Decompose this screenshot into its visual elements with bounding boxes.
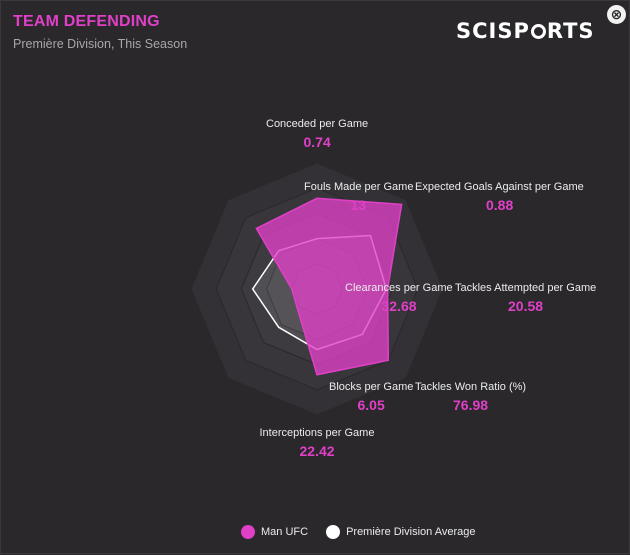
axis-value: 20.58 xyxy=(508,298,544,314)
axis-label: Interceptions per Game xyxy=(259,427,375,439)
axis-label: Blocks per Game xyxy=(329,381,414,393)
axis-label: Conceded per Game xyxy=(266,118,369,130)
axis-value: 76.98 xyxy=(453,397,489,413)
axis-label: Clearances per Game xyxy=(345,282,453,294)
legend-item-average[interactable]: Première Division Average xyxy=(326,525,475,539)
legend-swatch-team xyxy=(241,525,255,539)
axis-label: Expected Goals Against per Game xyxy=(415,181,584,193)
radar-series xyxy=(251,197,403,376)
panel-title: TEAM DEFENDING xyxy=(13,13,160,30)
axis-value: 6.05 xyxy=(357,397,385,413)
scisports-logo: SCISP RTS xyxy=(456,19,595,43)
axis-value: 13 xyxy=(350,197,367,213)
axis-value: 0.74 xyxy=(303,134,331,150)
panel-subtitle: Première Division, This Season xyxy=(13,37,188,51)
radar-series-team xyxy=(255,197,403,376)
axis-value: 0.88 xyxy=(486,197,514,213)
legend: Man UFC Première Division Average xyxy=(241,525,493,539)
close-icon[interactable]: ⊗ xyxy=(607,5,626,24)
legend-swatch-average xyxy=(326,525,341,539)
legend-label-average: Première Division Average xyxy=(346,526,476,538)
axis-value: 22.42 xyxy=(299,443,335,459)
legend-label-team: Man UFC xyxy=(261,526,309,538)
axis-label: Tackles Won Ratio (%) xyxy=(415,381,527,393)
axis-label: Fouls Made per Game xyxy=(304,181,414,193)
axis-label: Tackles Attempted per Game xyxy=(455,282,597,294)
axis-value: 32.68 xyxy=(381,298,417,314)
legend-item-team[interactable]: Man UFC xyxy=(241,525,308,539)
